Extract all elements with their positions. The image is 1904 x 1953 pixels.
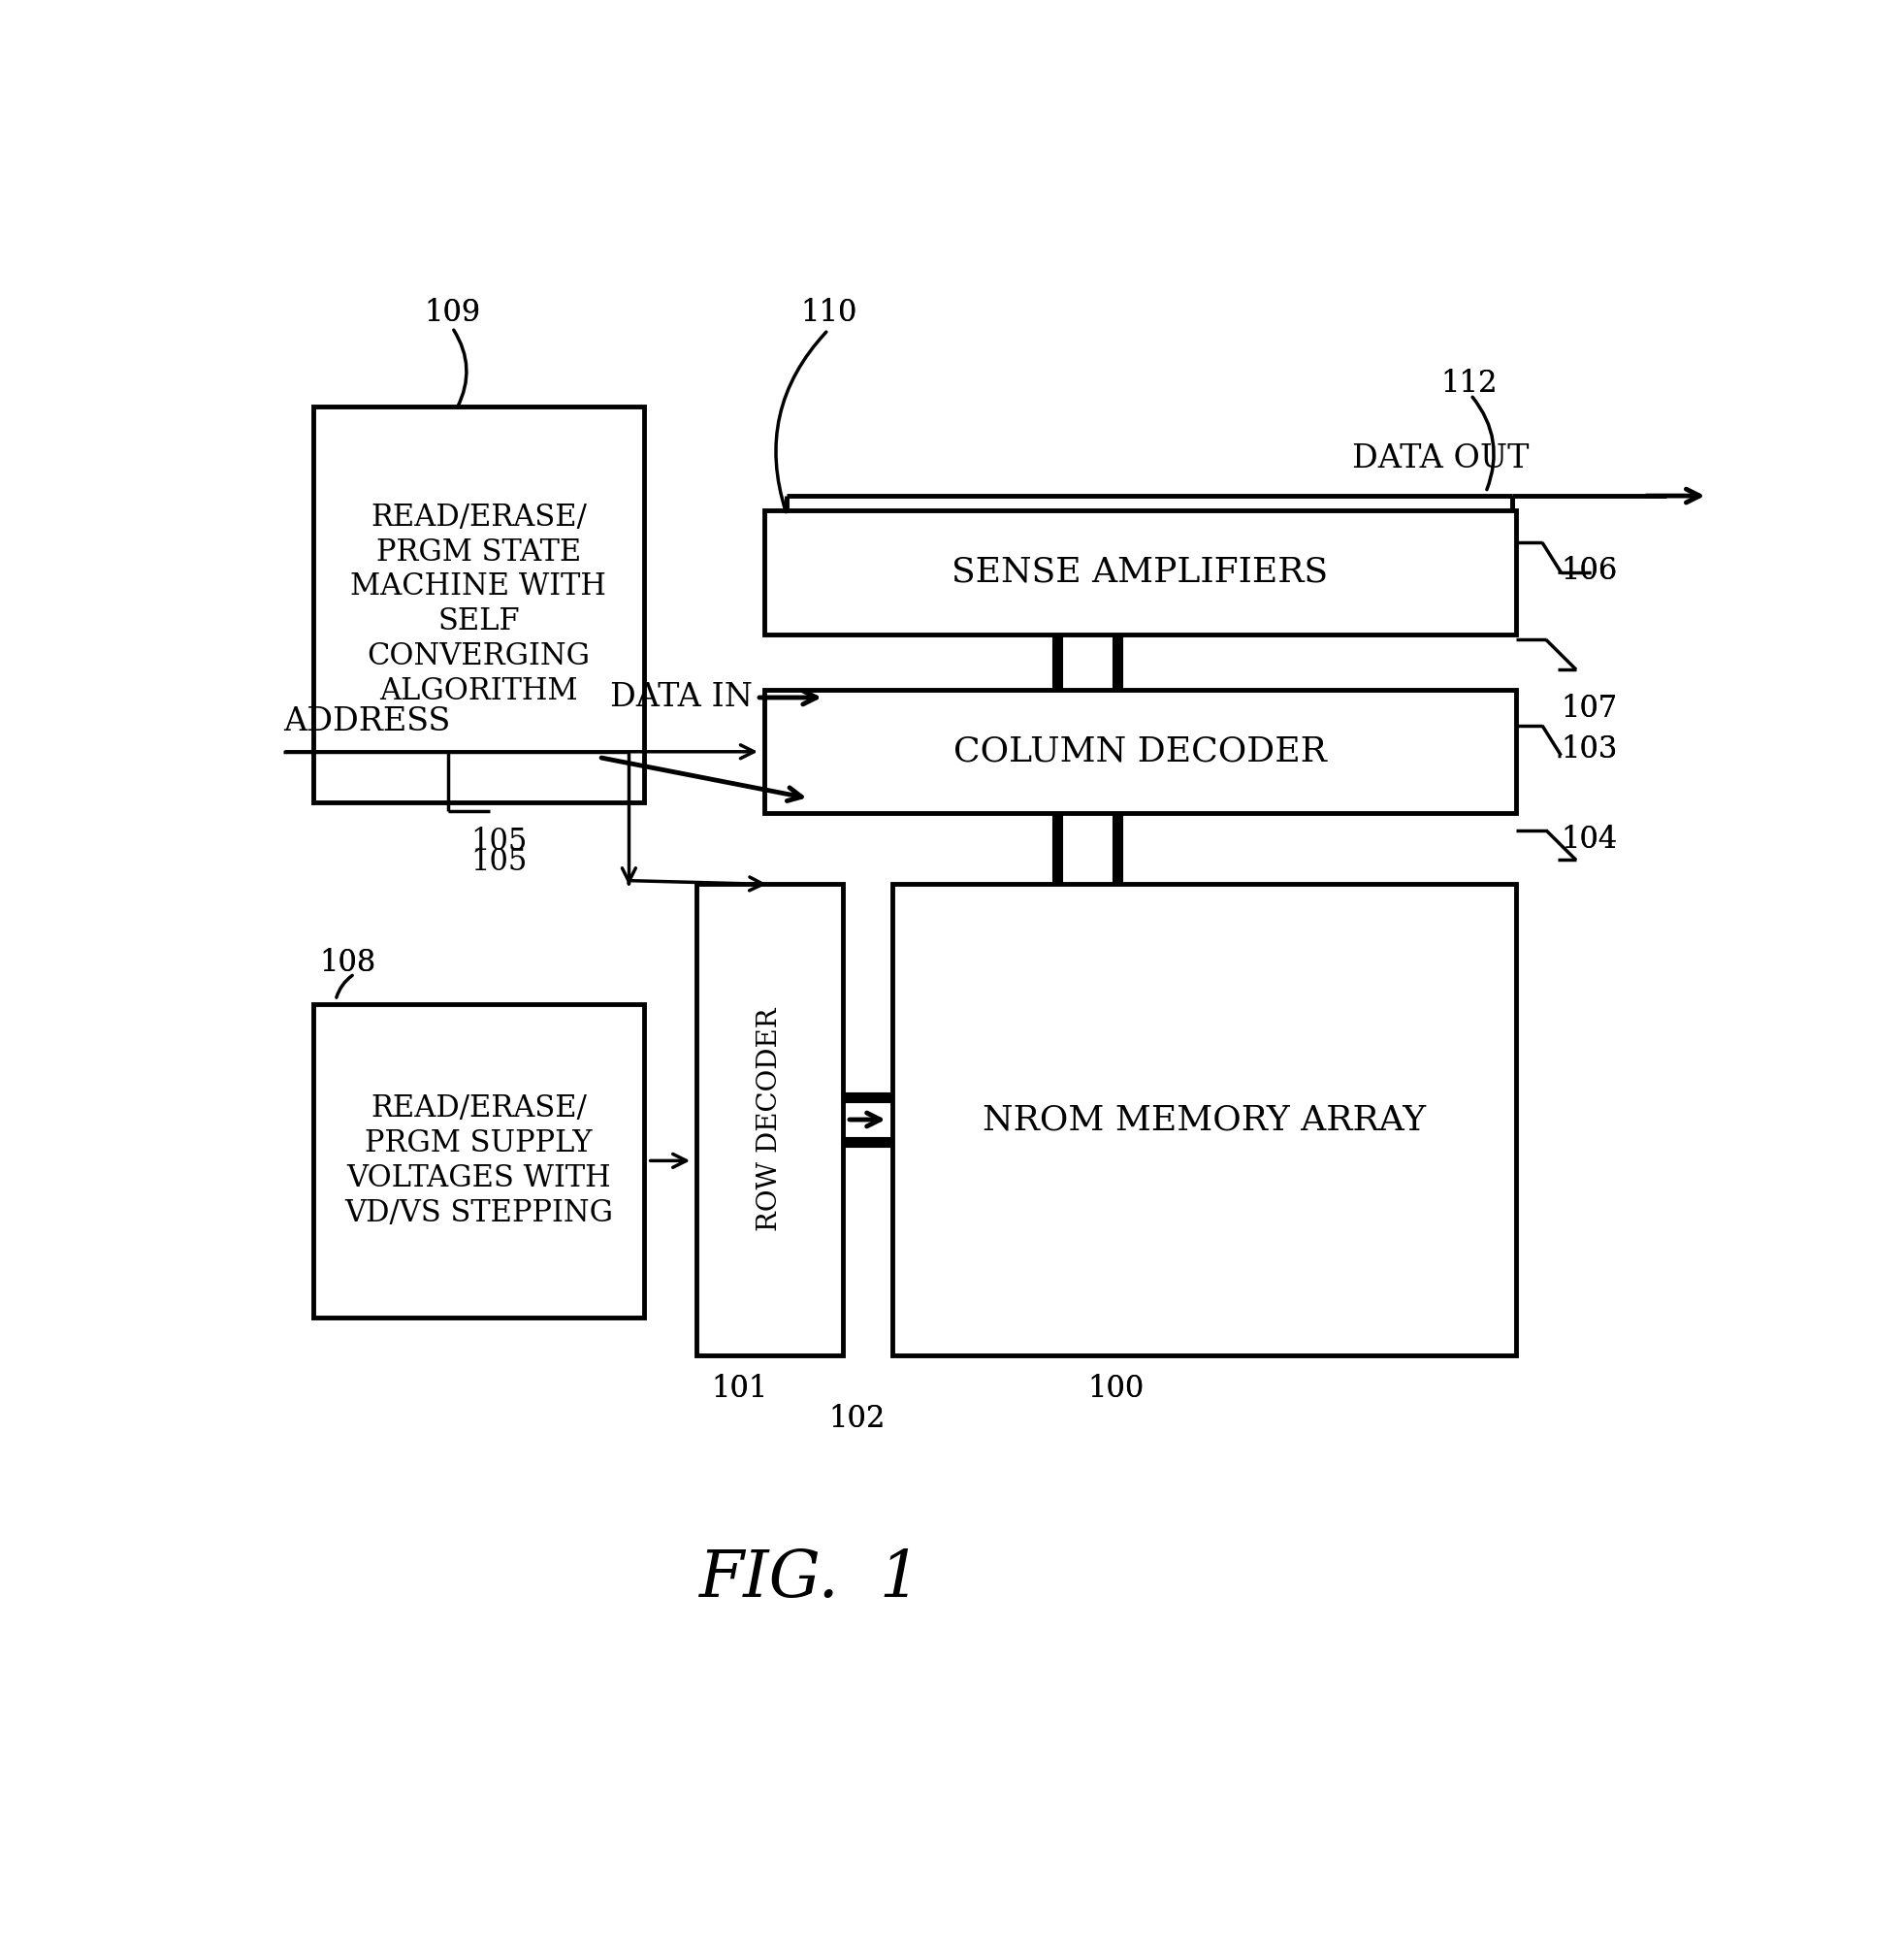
Bar [312,406,644,803]
Text: 106: 106 [1561,555,1618,586]
Text: 103: 103 [1561,734,1618,766]
Bar [764,512,1516,635]
Text: 104: 104 [1561,824,1616,855]
Text: DATA IN: DATA IN [611,682,752,713]
Text: DATA OUT: DATA OUT [1352,443,1529,475]
Text: 101: 101 [712,1373,767,1404]
Text: 105: 105 [470,826,527,857]
Text: 110: 110 [800,297,857,328]
Text: READ/ERASE/
PRGM SUPPLY
VOLTAGES WITH
VD/VS STEPPING: READ/ERASE/ PRGM SUPPLY VOLTAGES WITH VD… [345,1094,613,1228]
Text: SENSE AMPLIFIERS: SENSE AMPLIFIERS [952,557,1329,590]
Text: 100: 100 [1087,1373,1144,1404]
Text: 103: 103 [1561,734,1618,766]
Text: 110: 110 [800,297,857,328]
Text: 102: 102 [828,1404,885,1434]
Text: 107: 107 [1561,693,1618,725]
Text: 107: 107 [1561,693,1618,725]
Text: 101: 101 [712,1373,767,1404]
Text: NROM MEMORY ARRAY: NROM MEMORY ARRAY [982,1103,1426,1137]
Text: 104: 104 [1561,824,1616,855]
Bar [764,689,1516,812]
Bar [312,1004,644,1318]
Text: FIG.  1: FIG. 1 [699,1547,920,1611]
Bar [891,885,1516,1355]
Text: COLUMN DECODER: COLUMN DECODER [954,734,1327,768]
Text: 100: 100 [1087,1373,1144,1404]
Text: 102: 102 [828,1404,885,1434]
Text: 108: 108 [320,947,375,978]
Text: READ/ERASE/
PRGM STATE
MACHINE WITH
SELF
CONVERGING
ALGORITHM: READ/ERASE/ PRGM STATE MACHINE WITH SELF… [350,502,607,707]
Text: ROW DECODER: ROW DECODER [756,1008,783,1232]
Text: 105: 105 [470,848,527,877]
Text: 112: 112 [1441,369,1497,398]
Text: ADDRESS: ADDRESS [284,707,451,738]
Text: 109: 109 [425,297,482,328]
Text: 108: 108 [320,947,375,978]
Text: 109: 109 [425,297,482,328]
Bar [697,885,843,1355]
Text: 106: 106 [1561,555,1618,586]
Text: 112: 112 [1441,369,1497,398]
